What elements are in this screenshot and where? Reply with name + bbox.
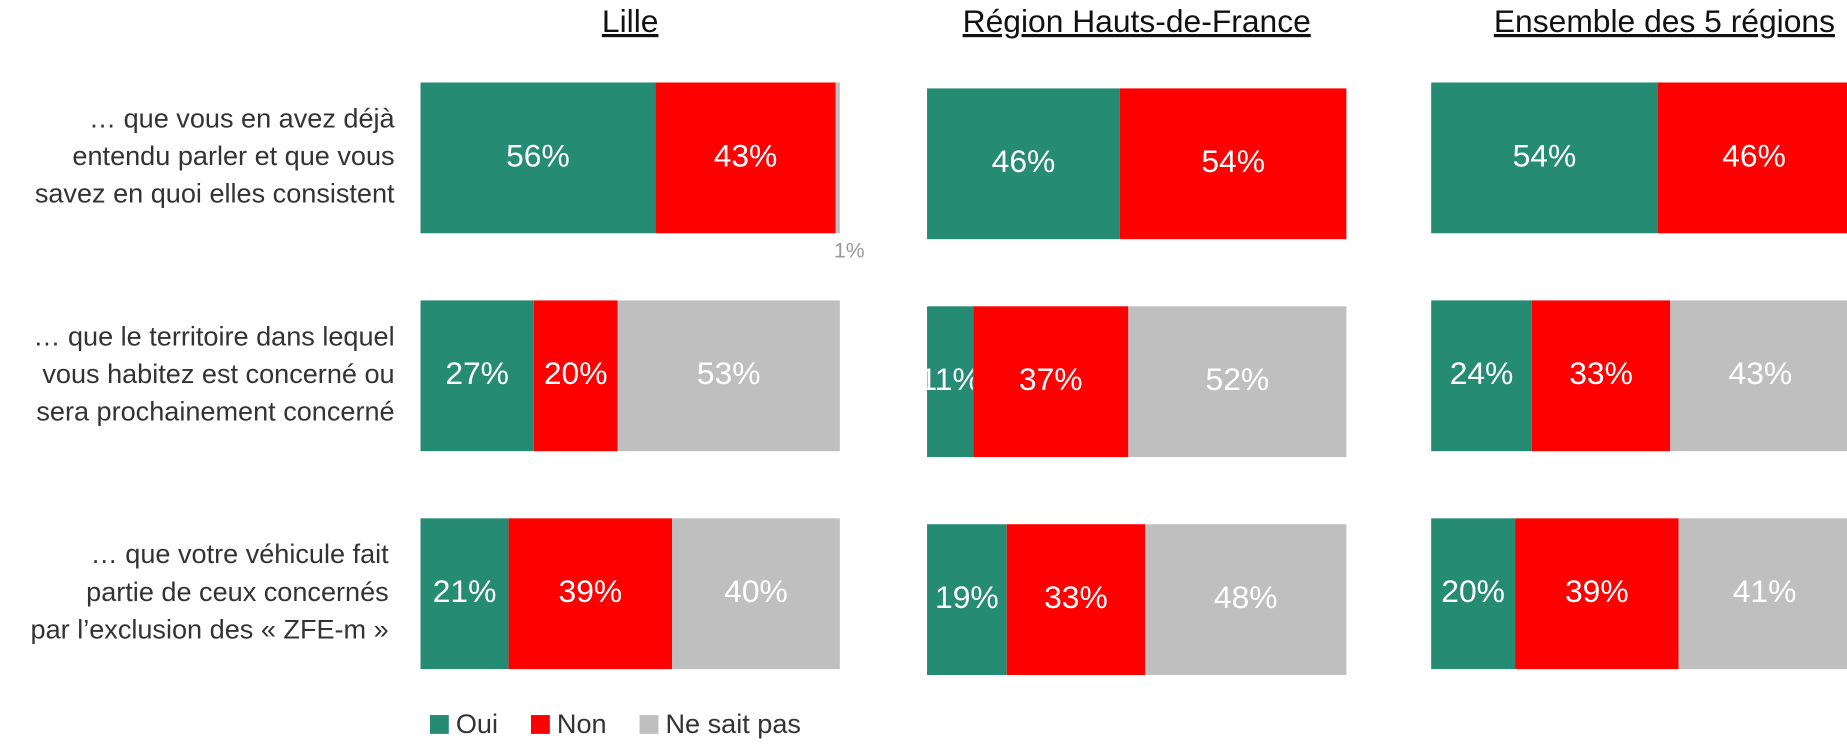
value-label: 54%: [1201, 143, 1265, 179]
bar-segment: [1119, 88, 1347, 240]
row-label: partie de ceux concernés: [86, 576, 389, 607]
row-label: par l’exclusion des « ZFE-m »: [31, 614, 389, 645]
bar-segment: [655, 82, 836, 234]
bar-segment: [1531, 300, 1671, 452]
bar-segment: [1145, 524, 1347, 675]
value-label: 20%: [544, 355, 608, 391]
panel-title: Ensemble des 5 régions: [1494, 3, 1835, 39]
value-label: 19%: [935, 579, 999, 615]
value-label: 53%: [697, 355, 761, 391]
row-label: … que le territoire dans lequel: [33, 320, 394, 351]
value-label: 24%: [1450, 355, 1514, 391]
panel-title: Région Hauts-de-France: [963, 3, 1311, 39]
value-label: 33%: [1569, 355, 1633, 391]
bar-segment: [672, 518, 840, 670]
row-label: … que vous en avez déjà: [89, 102, 396, 133]
bar-segment: [508, 518, 673, 670]
value-label: 43%: [714, 137, 778, 173]
value-label: 1%: [834, 240, 865, 263]
bar-segment: [420, 300, 534, 452]
row-label: vous habitez est concerné ou: [42, 358, 394, 389]
row-label: savez en quoi elles consistent: [35, 178, 395, 209]
value-label: 43%: [1729, 355, 1793, 391]
row-label: entendu parler et que vous: [72, 140, 394, 171]
bar-segment: [927, 306, 974, 458]
value-label: 21%: [433, 573, 497, 609]
legend-label: Non: [557, 708, 607, 739]
row-label: … que votre véhicule fait: [91, 538, 389, 569]
value-label: 48%: [1214, 579, 1278, 615]
value-label: 56%: [506, 137, 570, 173]
bar-segment: [617, 300, 840, 452]
value-label: 39%: [1565, 573, 1629, 609]
panel-title: Lille: [602, 3, 659, 39]
legend-swatch: [639, 715, 659, 734]
bar-segment: [420, 518, 509, 670]
bar-segment: [1128, 306, 1347, 458]
value-label: 41%: [1733, 573, 1797, 609]
legend-label: Oui: [456, 708, 498, 739]
value-label: 40%: [724, 573, 788, 609]
value-label: 46%: [992, 143, 1056, 179]
value-label: 33%: [1044, 579, 1108, 615]
legend-swatch: [530, 715, 550, 734]
value-label: 39%: [559, 573, 623, 609]
bar-segment: [533, 300, 618, 452]
bar-segment: [973, 306, 1129, 458]
value-label: 52%: [1206, 361, 1270, 397]
value-label: 54%: [1513, 137, 1577, 173]
value-label: 11%: [919, 361, 980, 397]
legend-label: Ne sait pas: [665, 708, 800, 739]
value-label: 46%: [1722, 137, 1786, 173]
bar-segment: [1670, 300, 1847, 452]
value-label: 20%: [1441, 573, 1505, 609]
bar-segment: [1515, 518, 1679, 670]
bar-segment: [1431, 82, 1658, 234]
bar-segment: [1678, 518, 1847, 670]
bar-segment: [835, 82, 840, 234]
bar-segment: [420, 82, 656, 234]
row-label: sera prochainement concerné: [36, 396, 394, 427]
bar-segment: [1006, 524, 1146, 675]
bar-segment: [927, 88, 1120, 240]
bar-segment: [1431, 518, 1516, 670]
bar-segment: [927, 524, 1007, 675]
value-label: 37%: [1019, 361, 1083, 397]
bar-segment: [1657, 82, 1847, 234]
bar-segment: [1431, 300, 1532, 452]
value-label: 27%: [445, 355, 509, 391]
legend-swatch: [429, 715, 449, 734]
